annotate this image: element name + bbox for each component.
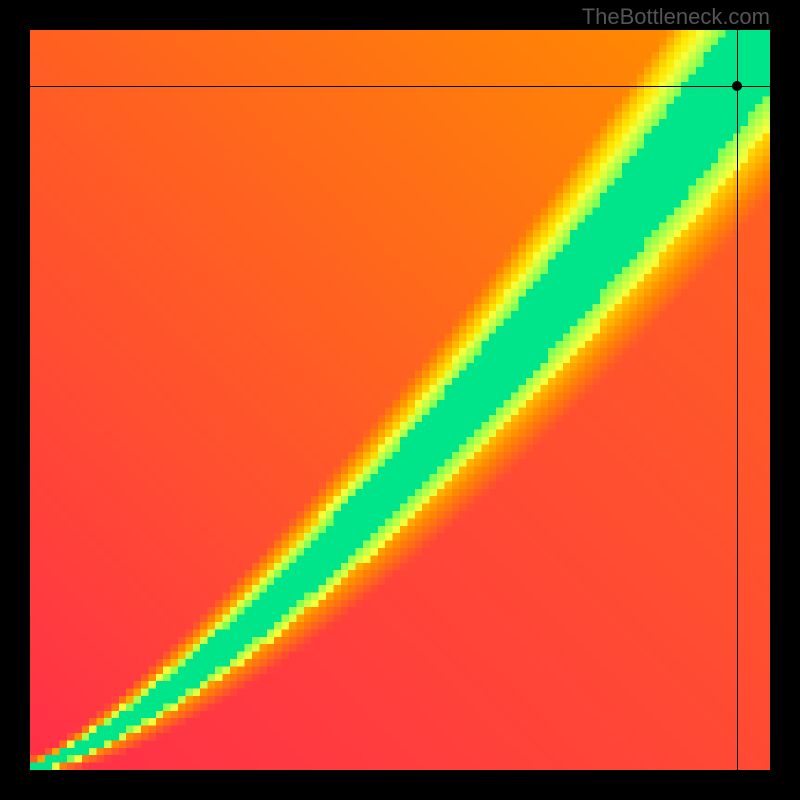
marker-dot [732,81,742,91]
watermark-text: TheBottleneck.com [582,4,770,30]
crosshair-vertical [737,30,738,770]
bottleneck-heatmap [30,30,770,770]
crosshair-horizontal [30,86,770,87]
heatmap-canvas [30,30,770,770]
